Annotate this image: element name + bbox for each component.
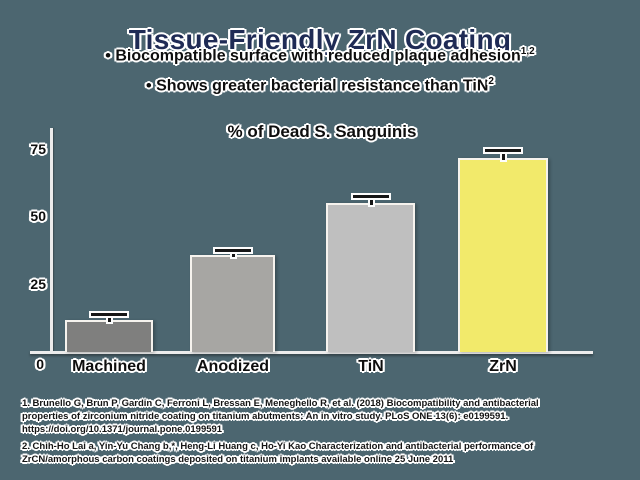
error-bar-whisker (108, 316, 111, 322)
y-tick-label-25: 25 (30, 276, 46, 292)
footnotes: 1. Brunello G, Brun P, Gardin C, Ferroni… (22, 397, 634, 470)
bullet-marker: • (146, 77, 152, 95)
x-axis-label-tin: TiN (358, 358, 384, 375)
bullet-marker: • (105, 47, 111, 65)
error-bar-cap (91, 313, 127, 316)
error-bar-cap (485, 149, 521, 152)
x-axis-label-machined: Machined (72, 358, 146, 375)
error-bar-whisker (502, 152, 505, 160)
y-axis-line (50, 128, 53, 354)
x-axis-label-zrn: ZrN (489, 358, 517, 375)
error-bar-whisker (370, 198, 373, 205)
bullet-biocompatible: • Biocompatible surface with reduced pla… (0, 46, 640, 65)
x-axis-line (30, 351, 593, 354)
chart-title: % of Dead S. Sanguinis (227, 122, 417, 141)
y-tick-label-75: 75 (30, 141, 46, 157)
error-bar-cap (353, 195, 389, 198)
y-tick-label-0: 0 (36, 356, 44, 372)
y-tick-label-50: 50 (30, 208, 46, 224)
bullet-superscript: 2 (488, 76, 494, 87)
bullet-superscript: 1,2 (520, 46, 535, 57)
bar-anodized (190, 255, 275, 352)
error-bar-whisker (232, 252, 235, 257)
bar-tin (326, 203, 415, 352)
bullet-bacterial-resistance: • Shows greater bacterial resistance tha… (0, 76, 640, 95)
slide-title: Tissue-Friendly ZrN Coating (128, 23, 512, 55)
x-axis-label-anodized: Anodized (197, 358, 269, 375)
footnote-1: 1. Brunello G, Brun P, Gardin C, Ferroni… (22, 398, 539, 435)
bar-machined (65, 320, 153, 352)
footnote-2: 2. Chih-Ho Lai a, Yin-Yu Chang b,*, Heng… (22, 441, 534, 465)
error-bar-cap (215, 249, 251, 252)
bullet-text: Shows greater bacterial resistance than … (156, 77, 489, 95)
bar-zrn (458, 158, 548, 352)
bullet-text: Biocompatible surface with reduced plaqu… (115, 47, 521, 65)
